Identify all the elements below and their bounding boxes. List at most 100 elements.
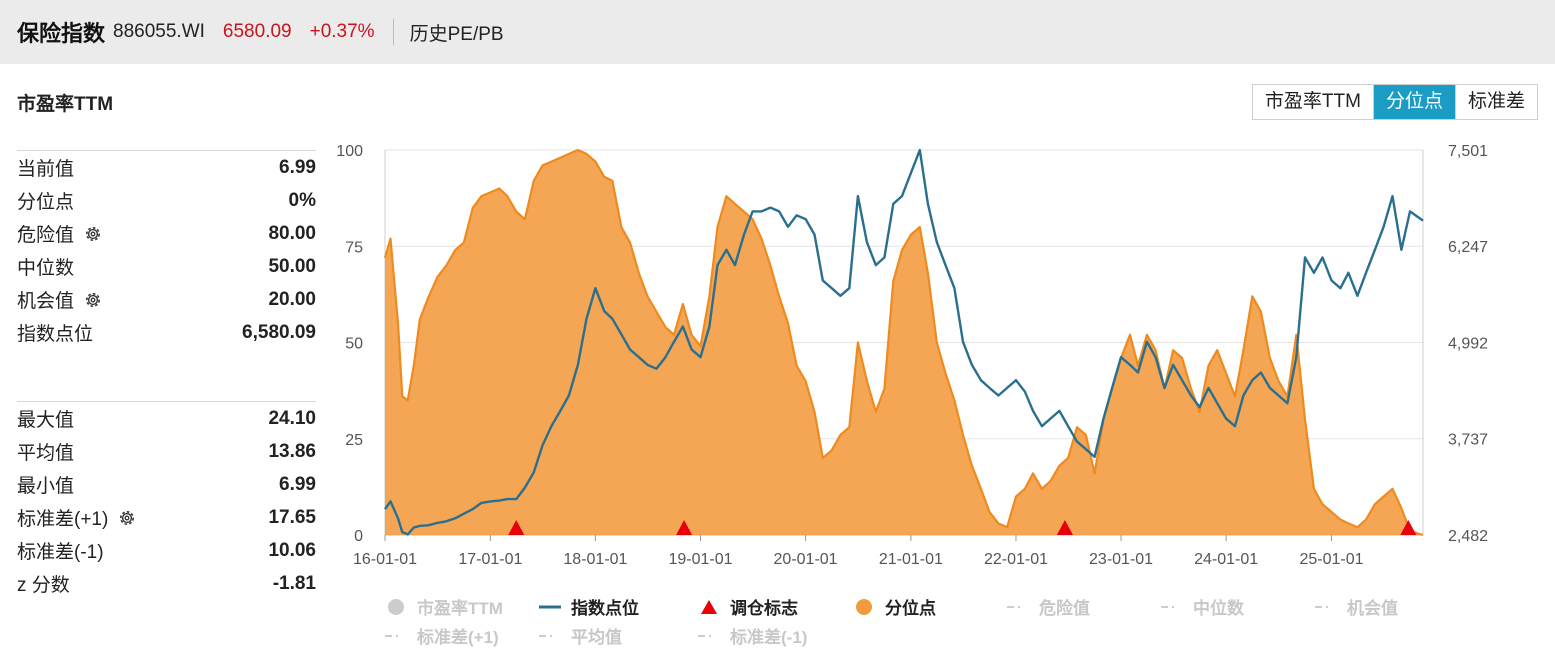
stat-label: 平均值: [17, 443, 75, 464]
stat-row-mean: 平均值 13.86: [17, 435, 316, 468]
stat-value: 0%: [288, 189, 316, 211]
header-bar: 保险指数 886055.WI 6580.09 +0.37% 历史PE/PB: [0, 0, 1555, 64]
rebalance-marker: [1400, 520, 1417, 535]
percentile-area: [385, 150, 1423, 535]
gear-icon[interactable]: [83, 290, 103, 310]
stat-value: 80.00: [268, 222, 316, 244]
legend-dash-icon: [1315, 600, 1337, 614]
x-tick-label: 21-01-01: [879, 551, 943, 568]
stat-value: 6.99: [279, 473, 316, 495]
y-right-tick-label: 4,992: [1448, 335, 1488, 352]
stat-row-std-minus: 标准差(-1) 10.06: [17, 534, 316, 567]
legend-item[interactable]: 平均值: [539, 623, 622, 648]
legend-label: 指数点位: [571, 599, 639, 618]
legend-label: 中位数: [1193, 599, 1244, 618]
tab-std-dev[interactable]: 标准差: [1454, 85, 1537, 119]
chart-legend: 市盈率TTM 指数点位 调仓标志 分位点 危险值 中位数 机会值标准差(+1) 平均值 标准差(…: [385, 594, 1425, 648]
y-left-tick-label: 50: [345, 336, 363, 353]
stat-value: -1.81: [272, 572, 316, 594]
percentile-line: [383, 148, 1424, 537]
legend-item[interactable]: 机会值: [1315, 594, 1398, 619]
legend-label: 机会值: [1347, 599, 1398, 618]
x-tick-label: 24-01-01: [1194, 551, 1258, 568]
x-tick-label: 16-01-01: [353, 551, 417, 568]
stat-row-opportunity: 机会值 20.00: [17, 283, 316, 316]
stat-row-min: 最小值 6.99: [17, 468, 316, 501]
legend-label: 标准差(-1): [730, 628, 808, 647]
stat-row-percentile: 分位点 0%: [17, 184, 316, 217]
y-right-tick-label: 6,247: [1448, 239, 1488, 256]
legend-dot-icon: [385, 598, 407, 615]
rebalance-marker: [508, 520, 525, 535]
view-toggle: 市盈率TTM 分位点 标准差: [1251, 84, 1538, 120]
legend-item[interactable]: 调仓标志: [698, 594, 798, 619]
stats-panel-current: 当前值 6.99 分位点 0% 危险值 80.00 中位数 50.00 机会值 …: [17, 150, 316, 349]
y-left-tick-label: 100: [336, 143, 363, 160]
stat-value: 6,580.09: [242, 321, 316, 343]
x-tick-label: 17-01-01: [458, 551, 522, 568]
legend-label: 分位点: [885, 599, 936, 618]
y-right-tick-label: 3,737: [1448, 432, 1488, 449]
stat-value: 13.86: [268, 440, 316, 462]
index-code: 886055.WI: [113, 21, 205, 42]
x-tick-label: 23-01-01: [1089, 551, 1153, 568]
index-line: [384, 148, 1424, 536]
legend-dash-icon: [539, 629, 561, 643]
gear-icon[interactable]: [117, 508, 137, 528]
legend-dash-icon: [1161, 600, 1183, 614]
section-title: 市盈率TTM: [17, 94, 114, 115]
rebalance-marker: [676, 520, 693, 535]
index-change: +0.37%: [309, 21, 375, 42]
stat-label: 中位数: [17, 258, 75, 279]
rebalance-marker: [1056, 520, 1073, 535]
stat-label: 分位点: [17, 192, 75, 213]
y-left-tick-label: 0: [354, 528, 363, 545]
stat-label: 标准差(+1): [17, 509, 109, 530]
legend-item[interactable]: 危险值: [1007, 594, 1090, 619]
chart-area[interactable]: 0 25 50 75 100 2,482 3,737 4,992 6,247 7,501 16-01…: [330, 140, 1555, 648]
stat-row-z-score: z 分数 -1.81: [17, 567, 316, 600]
stat-row-max: 最大值 24.10: [17, 402, 316, 435]
percentile-chart[interactable]: 0 25 50 75 100 2,482 3,737 4,992 6,247 7,501 16-01…: [330, 140, 1555, 590]
legend-item[interactable]: 标准差(-1): [698, 623, 807, 648]
stat-value: 6.99: [279, 156, 316, 178]
y-right-tick-label: 7,501: [1448, 143, 1488, 160]
stats-panel-distribution: 最大值 24.10 平均值 13.86 最小值 6.99 标准差(+1) 17.…: [17, 401, 316, 600]
legend-label: 市盈率TTM: [417, 599, 503, 618]
legend-triangle-icon: [698, 599, 720, 614]
stat-value: 24.10: [268, 407, 316, 429]
history-pe-pb-link[interactable]: 历史PE/PB: [409, 23, 504, 45]
stat-row-index-level: 指数点位 6,580.09: [17, 316, 316, 349]
legend-item[interactable]: 市盈率TTM: [385, 594, 503, 619]
stat-value: 50.00: [268, 255, 316, 277]
index-name: 保险指数: [17, 21, 106, 46]
legend-item[interactable]: 指数点位: [539, 594, 639, 619]
legend-item[interactable]: 标准差(+1): [385, 623, 499, 648]
legend-dash-icon: [385, 629, 407, 643]
legend-line-icon: [539, 600, 561, 614]
stat-value: 20.00: [268, 288, 316, 310]
legend-dash-icon: [698, 629, 720, 643]
stat-label: 危险值: [17, 225, 75, 246]
stat-label: 最大值: [17, 410, 75, 431]
stat-row-current: 当前值 6.99: [17, 151, 316, 184]
stat-label: 指数点位: [17, 324, 94, 345]
legend-dash-icon: [1007, 600, 1029, 614]
index-price: 6580.09: [222, 21, 292, 42]
x-tick-label: 20-01-01: [774, 551, 838, 568]
tab-percentile[interactable]: 分位点: [1372, 85, 1455, 119]
stat-value: 10.06: [268, 539, 316, 561]
legend-label: 危险值: [1039, 599, 1090, 618]
legend-item[interactable]: 分位点: [853, 594, 936, 619]
legend-label: 调仓标志: [730, 599, 798, 618]
tab-pe-ttm[interactable]: 市盈率TTM: [1252, 85, 1373, 119]
x-tick-label: 19-01-01: [668, 551, 732, 568]
stat-label: 最小值: [17, 476, 75, 497]
y-left-tick-label: 25: [345, 432, 363, 449]
gear-icon[interactable]: [83, 224, 103, 244]
header-divider: [392, 19, 394, 45]
legend-item[interactable]: 中位数: [1161, 594, 1244, 619]
y-right-tick-label: 2,482: [1448, 528, 1488, 545]
legend-dot-icon: [853, 598, 875, 615]
stat-row-danger: 危险值 80.00: [17, 217, 316, 250]
